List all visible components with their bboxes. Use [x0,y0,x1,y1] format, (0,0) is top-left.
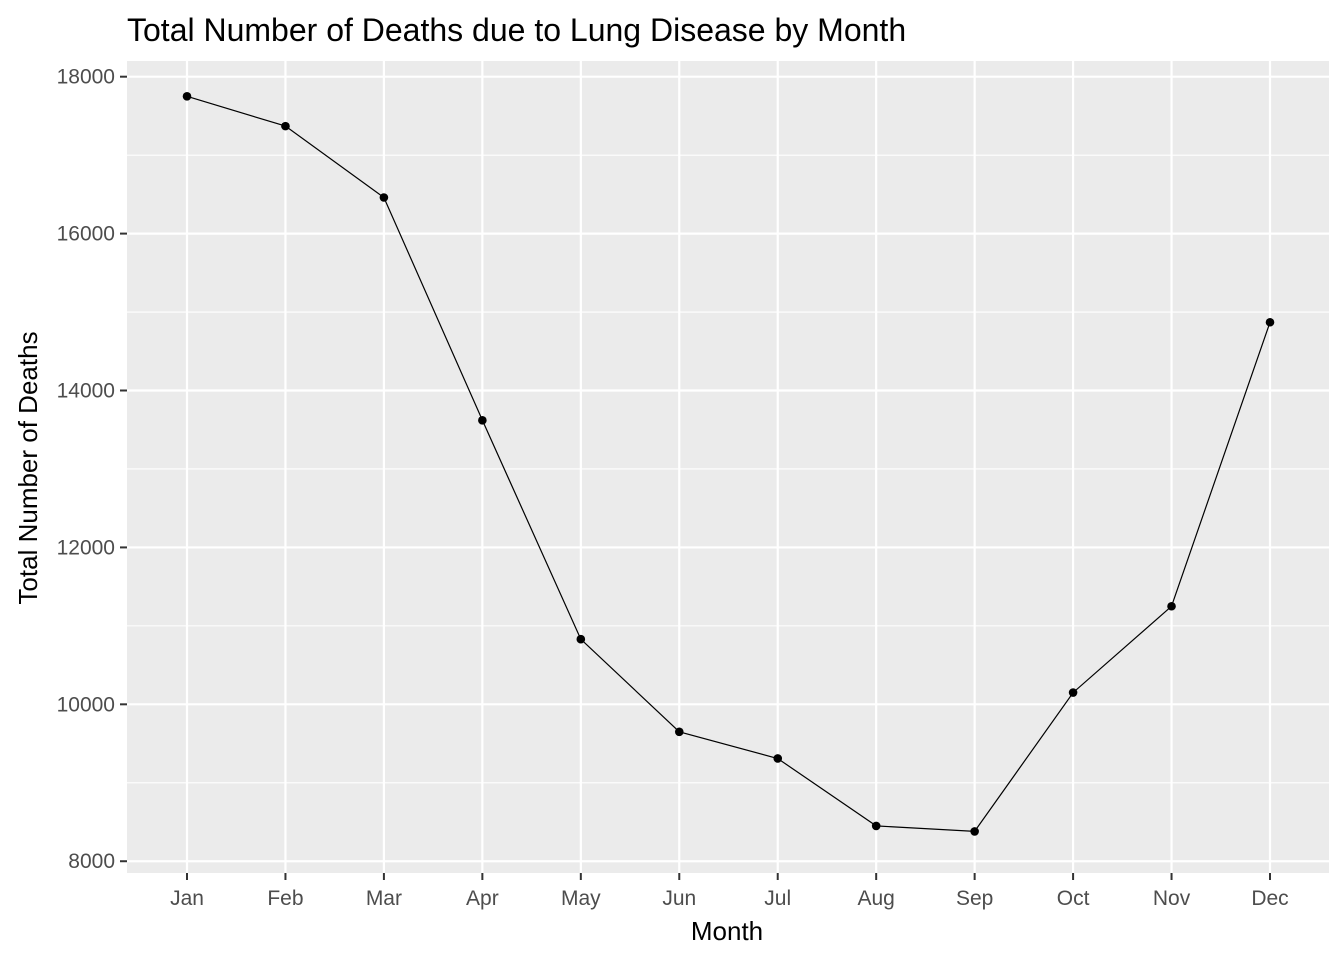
data-point-may [576,634,586,644]
y-tick-label: 8000 [68,850,115,873]
x-tick-label: Sep [956,887,993,910]
x-tick-label: May [561,887,601,910]
chart-title: Total Number of Deaths due to Lung Disea… [127,12,906,48]
data-point-jan [182,92,192,101]
x-tick-label: Jan [170,887,204,910]
data-point-aug [871,821,881,831]
y-tick-label: 10000 [57,693,115,716]
minor-gridlines [127,154,1329,784]
x-tick-label: Oct [1057,887,1090,910]
x-tick-label: Mar [366,887,402,910]
axis-ticks [120,75,1271,880]
y-tick-label: 16000 [57,223,115,246]
data-point-jun [674,727,684,737]
x-tick-label: Feb [267,887,303,910]
data-point-sep [970,827,979,836]
x-axis-tick-labels: Jan Feb Mar Apr May Jun Jul Aug Sep Oct Nov Dec [170,887,1289,910]
data-point-oct [1068,688,1078,697]
x-tick-label: Jul [764,887,791,910]
major-gridlines [127,61,1329,873]
data-point-feb [281,121,290,131]
y-axis-tick-labels: 8000 10000 12000 14000 16000 18000 [57,66,115,874]
x-axis-title: Month [691,916,763,946]
y-tick-label: 14000 [57,380,115,403]
x-tick-label: Nov [1153,887,1191,910]
y-tick-label: 18000 [57,66,115,89]
x-tick-label: Apr [466,887,499,910]
y-tick-label: 12000 [57,536,115,559]
data-point-apr [478,416,487,425]
x-tick-label: Aug [857,887,894,910]
data-point-dec [1265,317,1275,327]
x-tick-label: Dec [1251,887,1288,910]
data-point-mar [379,193,389,202]
plot-panel [127,61,1329,873]
y-axis-title: Total Number of Deaths [13,331,43,604]
series-line [186,95,1271,833]
data-points [182,92,1275,836]
data-point-nov [1167,601,1176,611]
data-point-jul [773,754,783,763]
x-tick-label: Jun [662,887,696,910]
